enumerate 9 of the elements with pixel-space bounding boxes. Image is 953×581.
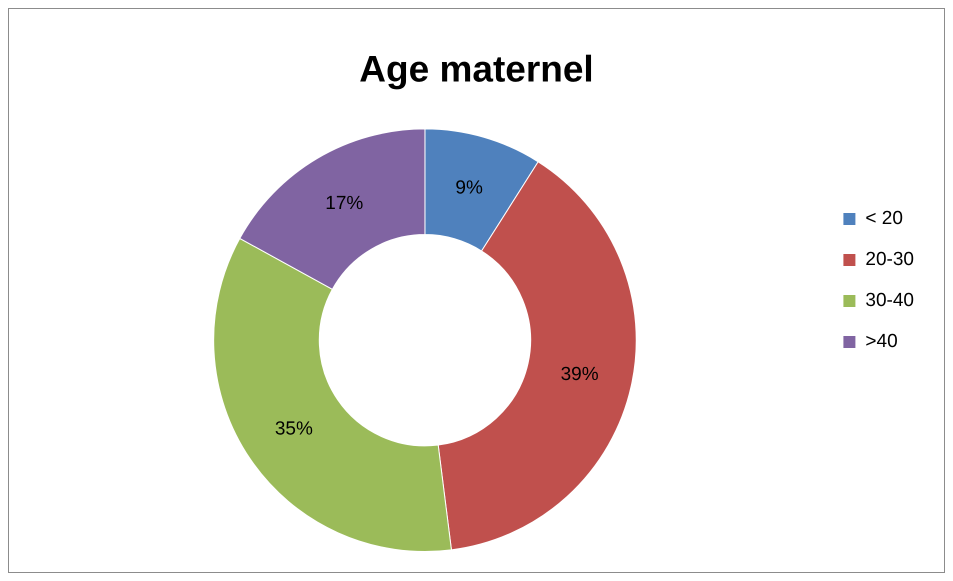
legend-label: < 20: [865, 208, 903, 230]
legend-label: >40: [865, 331, 898, 352]
data-label: 39%: [560, 364, 599, 386]
data-label: 9%: [455, 177, 483, 198]
chart-title: Age maternel: [359, 48, 594, 90]
legend-label: 20-30: [865, 249, 914, 270]
data-label: 17%: [325, 193, 364, 214]
data-label: 35%: [274, 418, 313, 440]
legend-label: 30-40: [865, 290, 914, 312]
